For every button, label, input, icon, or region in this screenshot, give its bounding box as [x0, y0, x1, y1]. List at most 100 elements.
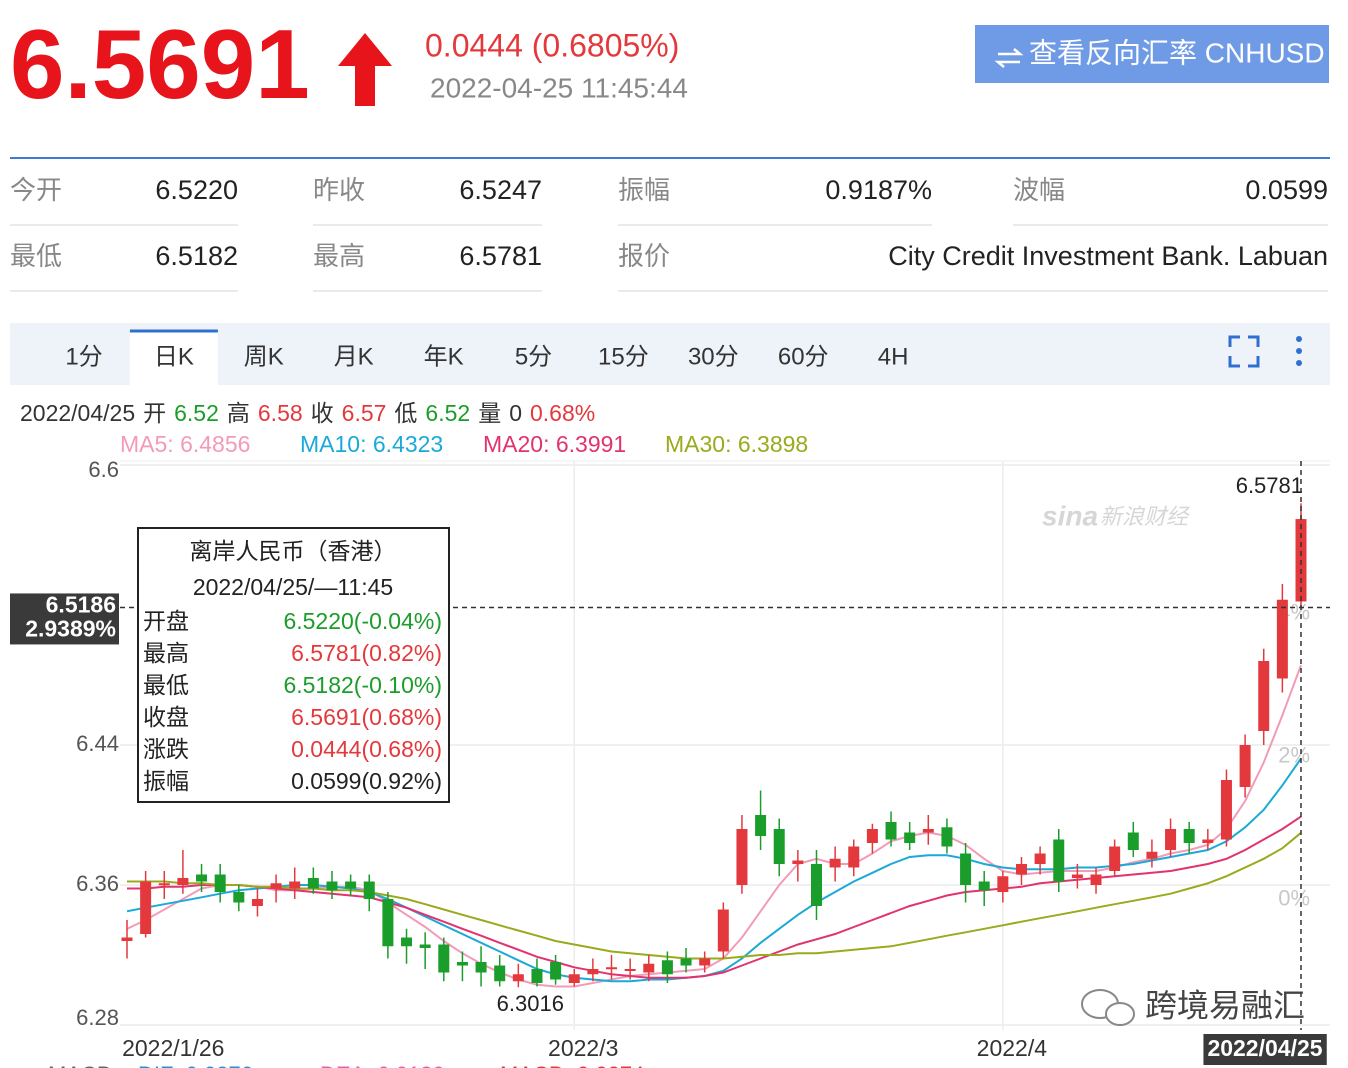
candle-body: [736, 829, 748, 885]
tooltip-value: 0.0444(0.68%): [291, 736, 442, 762]
button-label[interactable]: 查看反向汇率 CNHUSD: [1029, 37, 1325, 68]
tooltip-box: [137, 527, 450, 803]
x-tick-label: 2022/3: [548, 1035, 618, 1061]
stats: 今开 6.5220 昨收 6.5247 振幅 0.9187% 波幅 0.0599 最低 6.518…: [10, 175, 1328, 292]
x-tick-label: 2022/1/26: [122, 1035, 224, 1061]
info-segment: 0.68%: [530, 400, 595, 426]
reverse-rate-button[interactable]: 查看反向汇率 CNHUSD: [975, 25, 1329, 83]
tab[interactable]: 5分: [515, 343, 552, 370]
stat-label: 振幅: [618, 175, 670, 205]
crosshair-percent: 2.9389%: [25, 616, 116, 642]
candle-body: [1090, 874, 1102, 885]
tab[interactable]: 年K: [424, 343, 464, 370]
button-bg[interactable]: [975, 25, 1329, 83]
stat-value: 6.5182: [155, 241, 238, 271]
tabs: 1分 日K 周K 月K 年K 5分 15分 30分 60分 4H: [65, 329, 909, 385]
candle-body: [643, 963, 655, 973]
candle-body: [494, 965, 506, 982]
info-segment: 6.58: [258, 400, 303, 426]
candle-body: [568, 974, 580, 983]
tooltip-title: 离岸人民币（香港）: [190, 538, 397, 564]
candle-body: [904, 832, 916, 843]
candle-body: [1220, 780, 1232, 840]
candle-body: [773, 829, 785, 864]
candle-body: [1276, 599, 1288, 679]
candle-body: [382, 899, 394, 947]
tab[interactable]: 月K: [334, 343, 374, 370]
ma-line: [127, 815, 1302, 979]
macd-label: MACD: [48, 1062, 113, 1068]
candle-body: [1239, 745, 1251, 787]
tooltip-value: 6.5781(0.82%): [291, 640, 442, 666]
stat-label: 今开: [10, 175, 62, 205]
quote-time: 2022-04-25 11:45:44: [430, 72, 688, 103]
candle-body: [661, 960, 673, 975]
y2-tick-label: 2%: [1278, 743, 1310, 768]
info-segment: 收: [311, 400, 334, 426]
candle-body: [699, 958, 711, 966]
tab[interactable]: 周K: [244, 343, 284, 370]
candle-body: [419, 944, 431, 948]
tab[interactable]: 日K: [154, 343, 194, 370]
candle-body: [1146, 851, 1158, 859]
tooltip-label: 最高: [143, 640, 189, 666]
chart: 6.66.446.366.280%2%4%2022/1/26 2022/3 2022…: [10, 431, 1330, 1068]
stat-label: 最低: [10, 241, 62, 271]
candle-body: [624, 969, 636, 971]
candle-body: [1071, 874, 1083, 878]
candle-body: [1165, 829, 1177, 850]
ma-legend: MA5: 6.4856: [120, 431, 250, 457]
tooltip-label: 振幅: [143, 768, 189, 794]
watermark: 新浪财经: [1100, 504, 1190, 529]
tab[interactable]: 60分: [778, 343, 829, 370]
candle-body: [307, 878, 319, 889]
candle-body: [606, 967, 618, 970]
y-tick-label: 6.36: [76, 871, 119, 896]
candle-body: [680, 958, 692, 966]
high-label: 6.5781: [1236, 473, 1303, 498]
candle-body: [717, 909, 729, 952]
info-segment: 低: [394, 400, 417, 426]
stat-value: 6.5220: [155, 175, 238, 205]
x-label-box: [1203, 1034, 1327, 1065]
candle-body: [978, 881, 990, 891]
tab[interactable]: 30分: [688, 343, 739, 370]
y-tick-label: 6.6: [88, 457, 119, 482]
candle-body: [251, 899, 263, 906]
stat-value: 0.0599: [1245, 175, 1328, 205]
candle-body: [997, 876, 1009, 892]
candle-body: [1202, 839, 1214, 843]
stat-value: 6.5247: [459, 175, 542, 205]
candle-body: [233, 892, 245, 903]
candle-body: [196, 874, 208, 882]
candle-body: [792, 860, 804, 864]
tooltip-value: 6.5182(-0.10%): [283, 672, 442, 698]
tab[interactable]: 4H: [878, 343, 909, 370]
tooltip-value: 6.5220(-0.04%): [283, 608, 442, 634]
dot[interactable]: [1296, 336, 1302, 342]
dot[interactable]: [1296, 360, 1302, 366]
info-line: 2022/04/25 开 6.52 高 6.58 收 6.57 低 6.52 量 0 0.68%: [20, 400, 595, 426]
stat-label: 波幅: [1013, 175, 1065, 205]
candle-body: [960, 853, 972, 885]
dot[interactable]: [1296, 348, 1302, 354]
candle-body: [531, 969, 543, 983]
macd-label: DEA: 0.0189: [320, 1062, 445, 1068]
y2-tick-label: 0%: [1278, 886, 1310, 911]
candle-body: [475, 962, 487, 973]
candle-body: [755, 815, 767, 836]
y-tick-label: 6.28: [76, 1005, 119, 1030]
candle-body: [289, 881, 301, 889]
ma-line: [126, 664, 1302, 988]
crosshair-box: [10, 593, 119, 645]
stat-value: City Credit Investment Bank. Labuan: [888, 241, 1328, 271]
fullscreen-icon[interactable]: [1228, 335, 1260, 368]
candle-body: [345, 881, 357, 889]
more-icon[interactable]: [1296, 336, 1302, 366]
candle-body: [214, 874, 226, 892]
ma-legend: MA10: 6.4323: [300, 431, 443, 457]
tab[interactable]: 15分: [598, 343, 649, 370]
tab[interactable]: 1分: [65, 343, 102, 370]
